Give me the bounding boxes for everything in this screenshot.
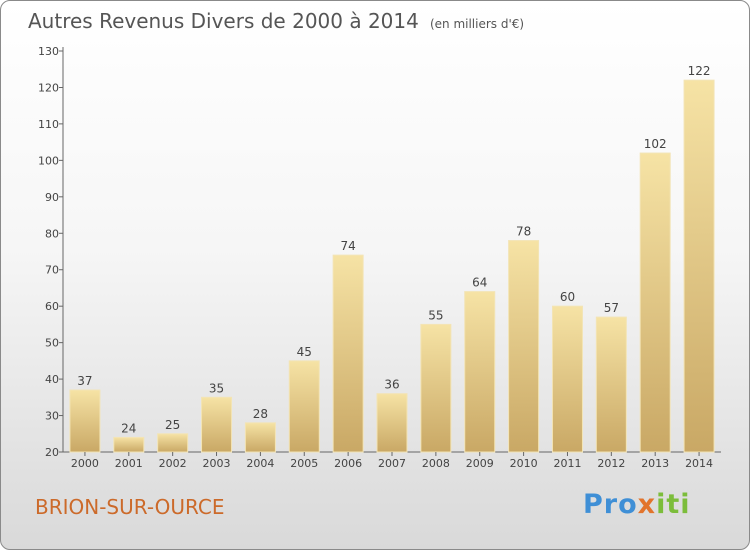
x-tick-label: 2011 [553, 457, 581, 470]
bar [69, 389, 101, 453]
y-tick-label: 20 [45, 446, 59, 459]
x-tick-label: 2006 [334, 457, 362, 470]
bar [595, 316, 627, 453]
bar [639, 152, 671, 453]
x-tick-label: 2007 [378, 457, 406, 470]
y-tick-label: 60 [45, 300, 59, 313]
bar [683, 79, 715, 453]
y-tick-label: 100 [38, 154, 59, 167]
x-tick-label: 2005 [290, 457, 318, 470]
bar [157, 433, 189, 453]
data-label: 24 [121, 421, 136, 435]
logo-part-3: iti [656, 489, 691, 520]
x-tick-label: 2001 [115, 457, 143, 470]
x-tick-label: 2002 [159, 457, 187, 470]
x-tick-label: 2009 [466, 457, 494, 470]
x-tick-label: 2004 [246, 457, 274, 470]
bar [551, 305, 583, 453]
data-label: 57 [604, 301, 619, 315]
chart-title: Autres Revenus Divers de 2000 à 2014 (en… [28, 9, 524, 33]
data-label: 45 [297, 345, 312, 359]
y-tick-label: 90 [45, 191, 59, 204]
data-label: 102 [644, 137, 667, 151]
bar [332, 254, 364, 453]
data-label: 55 [428, 308, 443, 322]
data-label: 37 [77, 374, 92, 388]
y-tick-label: 50 [45, 337, 59, 350]
data-label: 78 [516, 225, 531, 239]
data-label: 64 [472, 276, 487, 290]
y-tick-label: 70 [45, 264, 59, 277]
y-tick-label: 120 [38, 81, 59, 94]
data-label: 28 [253, 407, 268, 421]
y-tick-label: 80 [45, 227, 59, 240]
chart-unit: (en milliers d'€) [429, 17, 525, 31]
commune-name: BRION-SUR-OURCE [35, 495, 225, 519]
x-tick-label: 2012 [597, 457, 625, 470]
bar [113, 436, 145, 453]
bar [508, 240, 540, 453]
data-label: 74 [340, 239, 355, 253]
y-tick-label: 40 [45, 373, 59, 386]
bar [244, 422, 276, 453]
data-label: 36 [384, 378, 399, 392]
x-tick-label: 2013 [641, 457, 669, 470]
y-tick-label: 130 [38, 45, 59, 58]
x-tick-label: 2010 [510, 457, 538, 470]
x-tick-label: 2014 [685, 457, 713, 470]
proxiti-logo[interactable]: Proxiti [583, 489, 691, 520]
logo-part-2: x [637, 489, 657, 520]
data-label: 122 [688, 64, 711, 78]
bar [376, 393, 408, 453]
data-label: 60 [560, 290, 575, 304]
x-tick-label: 2008 [422, 457, 450, 470]
data-label: 25 [165, 418, 180, 432]
data-label: 35 [209, 381, 224, 395]
bar [201, 396, 233, 453]
y-tick-label: 110 [38, 118, 59, 131]
y-tick-label: 30 [45, 410, 59, 423]
x-tick-label: 2003 [203, 457, 231, 470]
chart-title-text: Autres Revenus Divers de 2000 à 2014 [28, 9, 419, 33]
x-tick-label: 2000 [71, 457, 99, 470]
bar [288, 360, 320, 453]
bar [464, 291, 496, 453]
logo-part-1: Pro [583, 489, 638, 520]
bar [420, 323, 452, 453]
